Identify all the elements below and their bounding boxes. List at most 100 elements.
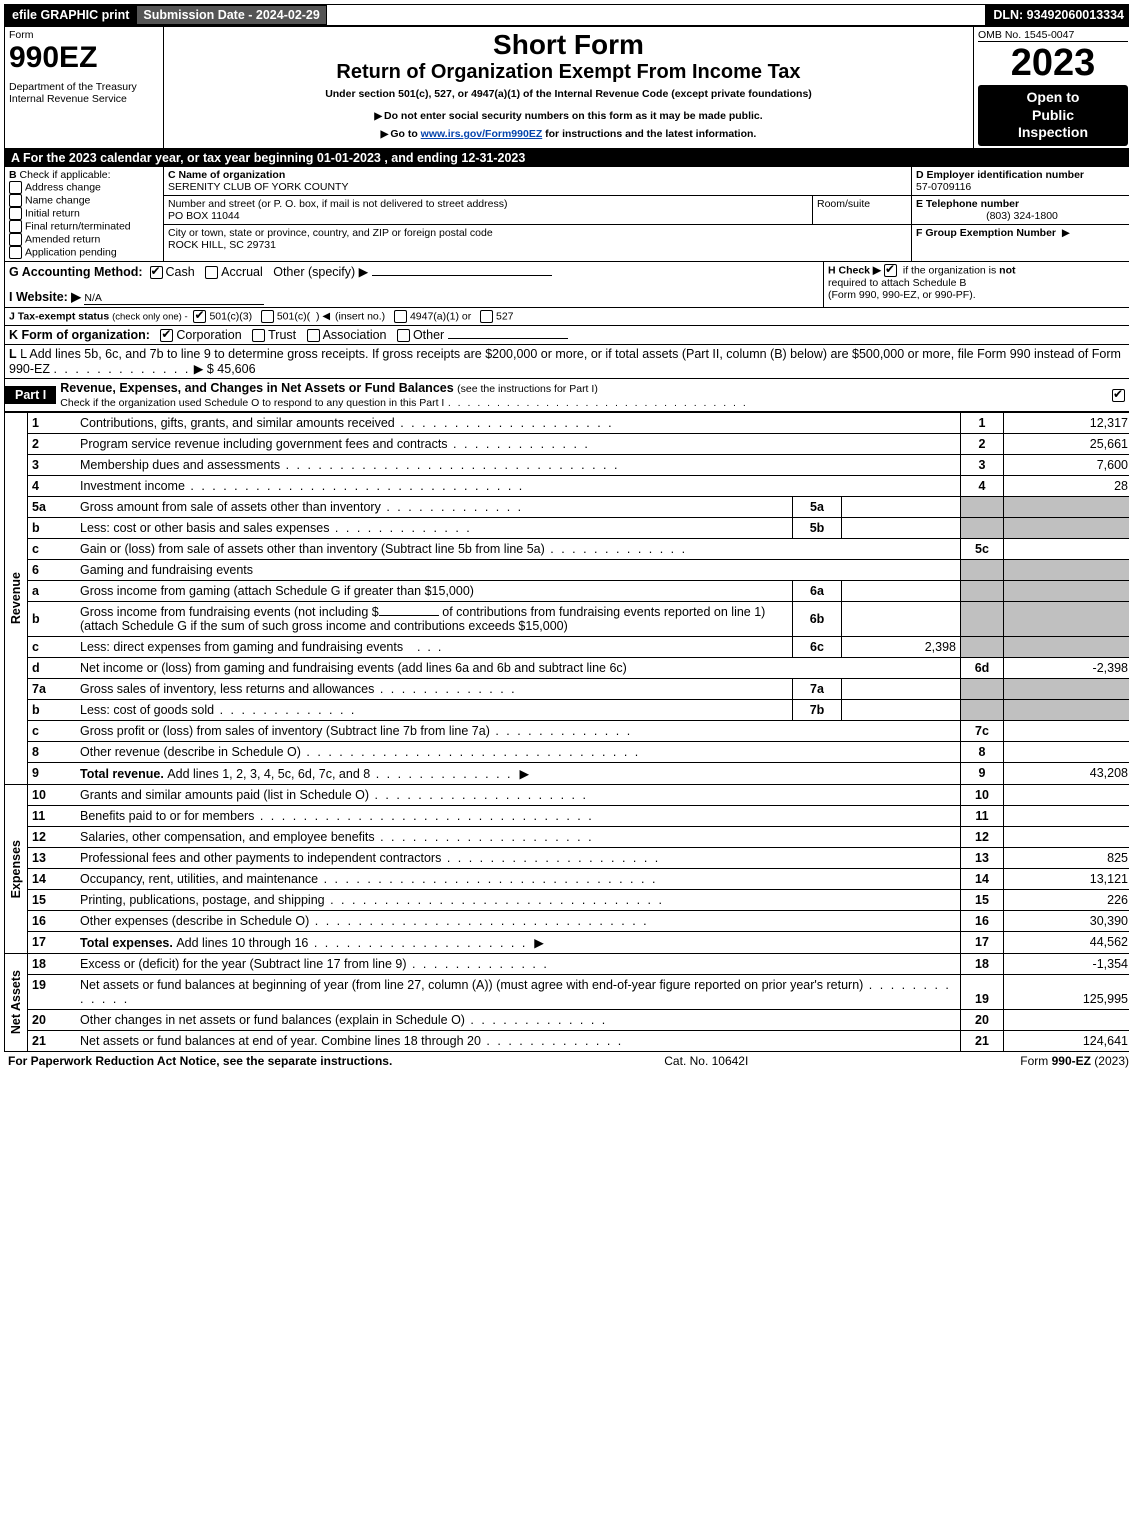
line-2: 2 Program service revenue including gove…	[28, 433, 1129, 454]
revenue-side-label: Revenue	[7, 568, 25, 628]
checkbox-other-org[interactable]	[397, 329, 410, 342]
l4-text: Investment income	[80, 479, 185, 493]
other-specify-field[interactable]	[372, 275, 552, 276]
phone-cell: E Telephone number (803) 324-1800	[912, 196, 1129, 225]
l16-val: 30,390	[1004, 910, 1129, 931]
part1-schedule-o-check	[1108, 386, 1129, 404]
checkbox-initial-return[interactable]	[9, 207, 22, 220]
group-arrow-icon: ▶	[1062, 227, 1070, 239]
expenses-table: 10 Grants and similar amounts paid (list…	[28, 785, 1129, 953]
l17-rn: 17	[961, 931, 1004, 953]
line-16: 16 Other expenses (describe in Schedule …	[28, 910, 1129, 931]
l7a-sb: 7a	[793, 678, 842, 699]
l6c-num: c	[28, 636, 76, 657]
checkbox-address-change[interactable]	[9, 181, 22, 194]
city-cell: City or town, state or province, country…	[164, 225, 911, 253]
opt-assoc: Association	[323, 328, 387, 342]
opt-name: Name change	[25, 194, 90, 206]
line-14: 14 Occupancy, rent, utilities, and maint…	[28, 868, 1129, 889]
cash-label: Cash	[166, 265, 195, 279]
l19-text: Net assets or fund balances at beginning…	[80, 978, 863, 992]
l20-num: 20	[28, 1009, 76, 1030]
checkbox-amended-return[interactable]	[9, 233, 22, 246]
l8-text: Other revenue (describe in Schedule O)	[80, 745, 301, 759]
opt-pending: Application pending	[25, 246, 117, 258]
l7a-sv	[842, 678, 961, 699]
h-line2: required to attach Schedule B	[828, 277, 966, 289]
line-8: 8 Other revenue (describe in Schedule O)…	[28, 741, 1129, 762]
checkbox-trust[interactable]	[252, 329, 265, 342]
checkbox-final-return[interactable]	[9, 220, 22, 233]
l6d-val: -2,398	[1004, 657, 1129, 678]
netassets-table: 18 Excess or (deficit) for the year (Sub…	[28, 954, 1129, 1051]
top-strip: efile GRAPHIC print Submission Date - 20…	[4, 4, 1129, 26]
checkbox-association[interactable]	[307, 329, 320, 342]
l16-text: Other expenses (describe in Schedule O)	[80, 914, 309, 928]
checkbox-corporation[interactable]	[160, 329, 173, 342]
line-15: 15 Printing, publications, postage, and …	[28, 889, 1129, 910]
l19-rn: 19	[961, 974, 1004, 1009]
l6-rn-gray	[961, 559, 1004, 580]
expenses-section: Expenses 10 Grants and similar amounts p…	[5, 784, 1129, 953]
l8-rn: 8	[961, 741, 1004, 762]
checkbox-cash[interactable]	[150, 266, 163, 279]
checkbox-schedule-o-part1[interactable]	[1112, 389, 1125, 402]
street-value: PO BOX 11044	[168, 210, 240, 222]
line-5c: c Gain or (loss) from sale of assets oth…	[28, 538, 1129, 559]
checkbox-501c-generic[interactable]	[261, 310, 274, 323]
netassets-side-label-holder: Net Assets	[5, 954, 28, 1051]
l6b-contrib-field[interactable]	[379, 615, 439, 616]
l4-rn: 4	[961, 475, 1004, 496]
checkbox-schedule-b-not-required[interactable]	[884, 264, 897, 277]
room-suite-cell: Room/suite	[813, 196, 911, 224]
checkbox-4947a1[interactable]	[394, 310, 407, 323]
room-label: Room/suite	[817, 198, 870, 210]
l6d-rn: 6d	[961, 657, 1004, 678]
ein-cell: D Employer identification number 57-0709…	[912, 167, 1129, 196]
checkbox-527[interactable]	[480, 310, 493, 323]
l2-rn: 2	[961, 433, 1004, 454]
l12-val	[1004, 826, 1129, 847]
l10-text: Grants and similar amounts paid (list in…	[80, 788, 369, 802]
l2-val: 25,661	[1004, 433, 1129, 454]
street-row: Number and street (or P. O. box, if mail…	[164, 196, 911, 225]
l6a-text: Gross income from gaming (attach Schedul…	[80, 584, 474, 598]
line-11: 11 Benefits paid to or for members 11	[28, 805, 1129, 826]
checkbox-name-change[interactable]	[9, 194, 22, 207]
l19-val: 125,995	[1004, 974, 1129, 1009]
l2-text: Program service revenue including govern…	[80, 437, 448, 451]
l5c-rn: 5c	[961, 538, 1004, 559]
l6b-num: b	[28, 601, 76, 636]
checkbox-501c3[interactable]	[193, 310, 206, 323]
line-7b: b Less: cost of goods sold 7b	[28, 699, 1129, 720]
line-7a: 7a Gross sales of inventory, less return…	[28, 678, 1129, 699]
l7c-rn: 7c	[961, 720, 1004, 741]
l10-num: 10	[28, 785, 76, 806]
part1-check-note: Check if the organization used Schedule …	[60, 397, 444, 409]
l3-text: Membership dues and assessments	[80, 458, 280, 472]
l1-text: Contributions, gifts, grants, and simila…	[80, 416, 395, 430]
irs-link[interactable]: www.irs.gov/Form990EZ	[421, 128, 543, 140]
part1-badge: Part I	[5, 386, 56, 404]
line-12: 12 Salaries, other compensation, and emp…	[28, 826, 1129, 847]
l6a-sv	[842, 580, 961, 601]
open-line2: Public	[1032, 107, 1074, 123]
efile-print-button[interactable]: efile GRAPHIC print	[5, 5, 136, 25]
line-6a: a Gross income from gaming (attach Sched…	[28, 580, 1129, 601]
l11-text: Benefits paid to or for members	[80, 809, 254, 823]
short-form-title: Short Form	[168, 29, 969, 61]
checkbox-accrual[interactable]	[205, 266, 218, 279]
form-of-org-label: K Form of organization:	[9, 328, 150, 342]
line-6: 6 Gaming and fundraising events	[28, 559, 1129, 580]
l7c-val	[1004, 720, 1129, 741]
form-number: 990EZ	[9, 41, 159, 75]
check-only-one: (check only one) -	[112, 311, 188, 322]
l6c-sv: 2,398	[842, 636, 961, 657]
other-org-field[interactable]	[448, 338, 568, 339]
other-specify-label: Other (specify)	[273, 265, 355, 279]
l12-num: 12	[28, 826, 76, 847]
opt-amended: Amended return	[25, 233, 100, 245]
l11-val	[1004, 805, 1129, 826]
checkbox-application-pending[interactable]	[9, 246, 22, 259]
l6c-text: Less: direct expenses from gaming and fu…	[80, 640, 403, 654]
